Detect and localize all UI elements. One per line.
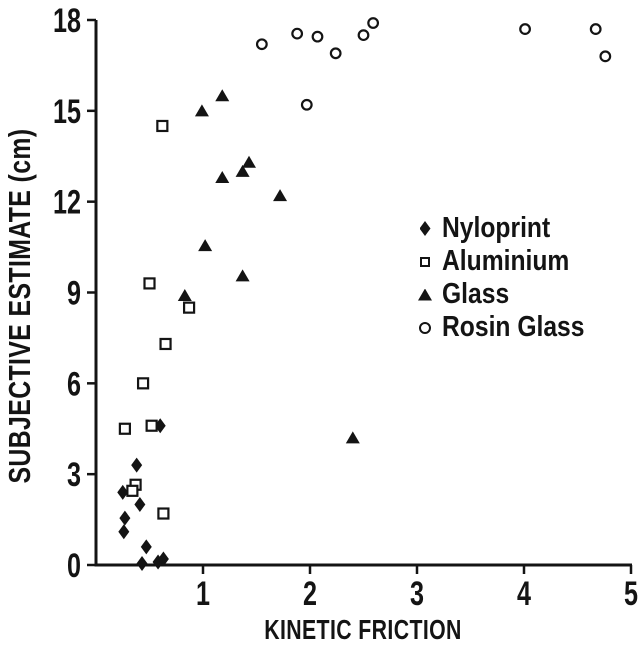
legend-label-rosin-glass: Rosin Glass — [442, 311, 585, 343]
data-point-aluminium — [159, 337, 172, 351]
data-point-glass — [345, 431, 360, 444]
data-point-nyloprint — [131, 457, 143, 473]
x-tick-label: 3 — [410, 575, 424, 613]
data-point-glass — [215, 89, 230, 102]
y-axis-title: SUBJECTIVE ESTIMATE (cm) — [2, 128, 37, 484]
legend-label-nyloprint: Nyloprint — [442, 212, 551, 244]
open-circle-icon — [416, 321, 434, 334]
data-point-rosin-glass — [291, 27, 304, 40]
data-point-rosin-glass — [589, 23, 602, 35]
data-point-aluminium — [118, 422, 131, 435]
legend-item-glass: Glass — [416, 278, 610, 311]
y-tick-label: 15 — [53, 93, 81, 131]
data-point-aluminium — [145, 419, 158, 432]
y-tick-label: 9 — [67, 275, 81, 313]
data-point-rosin-glass — [599, 50, 612, 63]
y-tick-label: 18 — [53, 2, 81, 40]
x-tick-label: 5 — [624, 575, 638, 613]
data-point-glass — [194, 104, 209, 117]
data-point-glass — [177, 289, 192, 302]
legend-label-aluminium: Aluminium — [442, 245, 570, 277]
data-point-glass — [242, 155, 257, 168]
y-tick-label: 3 — [67, 456, 81, 494]
data-point-aluminium — [136, 377, 150, 390]
y-tick-label: 12 — [53, 184, 81, 222]
data-point-rosin-glass — [357, 29, 370, 42]
data-point-rosin-glass — [300, 98, 313, 111]
legend-label-glass: Glass — [442, 278, 510, 310]
data-point-aluminium — [143, 277, 156, 290]
data-point-rosin-glass — [255, 38, 268, 51]
data-point-nyloprint — [117, 484, 129, 500]
data-point-nyloprint — [119, 510, 131, 526]
data-point-aluminium — [126, 484, 139, 497]
data-point-nyloprint — [140, 539, 152, 555]
data-point-rosin-glass — [329, 47, 342, 60]
y-tick-label: 0 — [67, 547, 81, 585]
filled-triangle-icon — [416, 288, 434, 301]
data-point-nyloprint — [157, 551, 169, 567]
legend-item-nyloprint: Nyloprint — [416, 212, 610, 245]
data-point-nyloprint — [136, 555, 148, 571]
data-point-glass — [235, 269, 250, 282]
data-point-glass — [235, 164, 250, 177]
filled-diamond-icon — [416, 221, 434, 236]
data-point-rosin-glass — [519, 23, 531, 35]
data-point-glass — [273, 189, 288, 202]
legend-item-aluminium: Aluminium — [416, 245, 610, 278]
data-point-rosin-glass — [367, 17, 380, 29]
data-point-glass — [215, 170, 230, 183]
legend: Nyloprint Aluminium Glass Rosin Glass — [416, 212, 610, 344]
data-point-aluminium — [156, 119, 169, 133]
data-point-rosin-glass — [311, 30, 324, 43]
y-tick-label: 6 — [67, 365, 81, 403]
data-point-glass — [198, 239, 213, 252]
x-tick-label: 4 — [517, 575, 531, 613]
x-tick-label: 1 — [196, 575, 210, 613]
open-square-icon — [416, 256, 434, 267]
legend-item-rosin-glass: Rosin Glass — [416, 311, 610, 344]
data-point-aluminium — [157, 507, 170, 520]
x-tick-label: 2 — [303, 575, 317, 613]
data-point-nyloprint — [134, 496, 146, 512]
data-point-aluminium — [182, 301, 196, 314]
x-axis-title: KINETIC FRICTION — [264, 614, 462, 645]
data-point-nyloprint — [118, 524, 130, 540]
